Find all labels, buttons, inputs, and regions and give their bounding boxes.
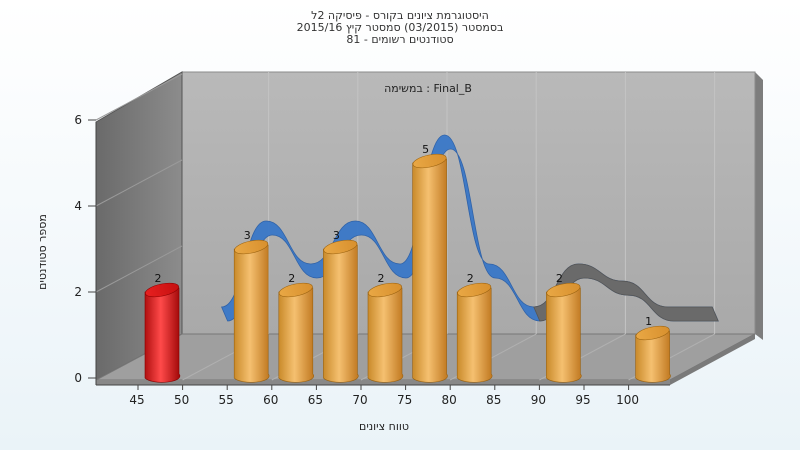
bar-value-label: 2	[378, 272, 385, 285]
bar-top	[412, 153, 447, 169]
bar-value-label: 3	[244, 229, 251, 242]
bar-value-label: 2	[467, 272, 474, 285]
bar-top	[457, 282, 492, 298]
floor-right-edge	[670, 334, 755, 385]
bar-body	[233, 244, 270, 383]
bar-value-label: 5	[422, 143, 429, 156]
x-tick-label: 50	[174, 393, 189, 407]
bar-value-label: 2	[556, 272, 563, 285]
bar-100	[635, 325, 671, 383]
bar-top	[323, 239, 358, 255]
bar-65	[323, 239, 359, 383]
bar-body	[367, 287, 404, 383]
bars	[144, 153, 671, 383]
bar-top	[234, 239, 269, 255]
x-tick-label: 45	[129, 393, 144, 407]
bar-body	[278, 287, 314, 383]
x-tick-label: 65	[308, 393, 323, 407]
x-tick-label: 90	[531, 393, 546, 407]
bar-60	[278, 282, 314, 383]
bar-body	[546, 287, 582, 383]
grid-line-left	[95, 73, 183, 121]
bar-body	[635, 330, 671, 383]
bar-value-label: 2	[155, 272, 162, 285]
bar-body	[412, 158, 448, 383]
title-line-2: בסמסטר (03/2015) סמסטר קיץ 2015/16	[296, 21, 504, 34]
bar-value-labels: 2 3 2 3 2 5 2 2 1	[155, 143, 653, 328]
bar-top	[145, 282, 179, 298]
bar-top	[368, 282, 402, 298]
x-tick-label: 60	[263, 393, 278, 407]
x-axis-title: טווח ציונים	[359, 420, 409, 433]
bar-top	[278, 282, 313, 298]
y-tick-label: 2	[74, 285, 82, 299]
bar-55	[233, 239, 270, 383]
y-tick-label: 0	[74, 371, 82, 385]
bar-value-label: 1	[645, 315, 652, 328]
bar-90	[546, 282, 582, 383]
bar-body	[323, 244, 359, 383]
grid-line-left	[95, 245, 183, 293]
x-tick-label: 80	[442, 393, 457, 407]
grid-line-left	[95, 159, 183, 207]
chart-title: היסטוגרמת ציונים בקורס - פיסיקה 2ל בסמסט…	[0, 10, 800, 46]
trend-ribbon-grey	[533, 263, 719, 322]
x-tick-label: 85	[486, 393, 501, 407]
y-axis-ticks: 0 2 4 6	[74, 113, 97, 385]
bar-body	[144, 287, 181, 383]
bar-value-label: 2	[288, 272, 295, 285]
bar-top	[635, 325, 670, 341]
x-tick-label: 75	[397, 393, 412, 407]
y-tick-label: 6	[74, 113, 82, 127]
x-axis-ticks: 45 50 55 60 65 70 75 80 85 90 95 100	[96, 384, 670, 407]
chart-subtitle: במשימה : Final_B	[384, 82, 472, 95]
bar-45	[144, 282, 181, 383]
bar-80	[456, 282, 493, 383]
bar-70	[367, 282, 404, 383]
y-tick-label: 4	[74, 199, 82, 213]
trend-ribbon	[220, 134, 719, 322]
bar-top	[546, 282, 581, 298]
bar-value-label: 3	[333, 229, 340, 242]
x-tick-label: 95	[575, 393, 590, 407]
x-tick-label: 55	[219, 393, 234, 407]
title-line-3: סטודנטים רשומים - 81	[346, 33, 454, 46]
x-tick-label: 70	[352, 393, 367, 407]
title-line-1: היסטוגרמת ציונים בקורס - פיסיקה 2ל	[311, 9, 489, 22]
back-wall-edge	[755, 72, 763, 340]
bar-75	[412, 153, 448, 383]
y-axis-title: מספר סטודנטים	[36, 214, 49, 290]
x-tick-label: 100	[616, 393, 639, 407]
bar-body	[456, 287, 493, 383]
